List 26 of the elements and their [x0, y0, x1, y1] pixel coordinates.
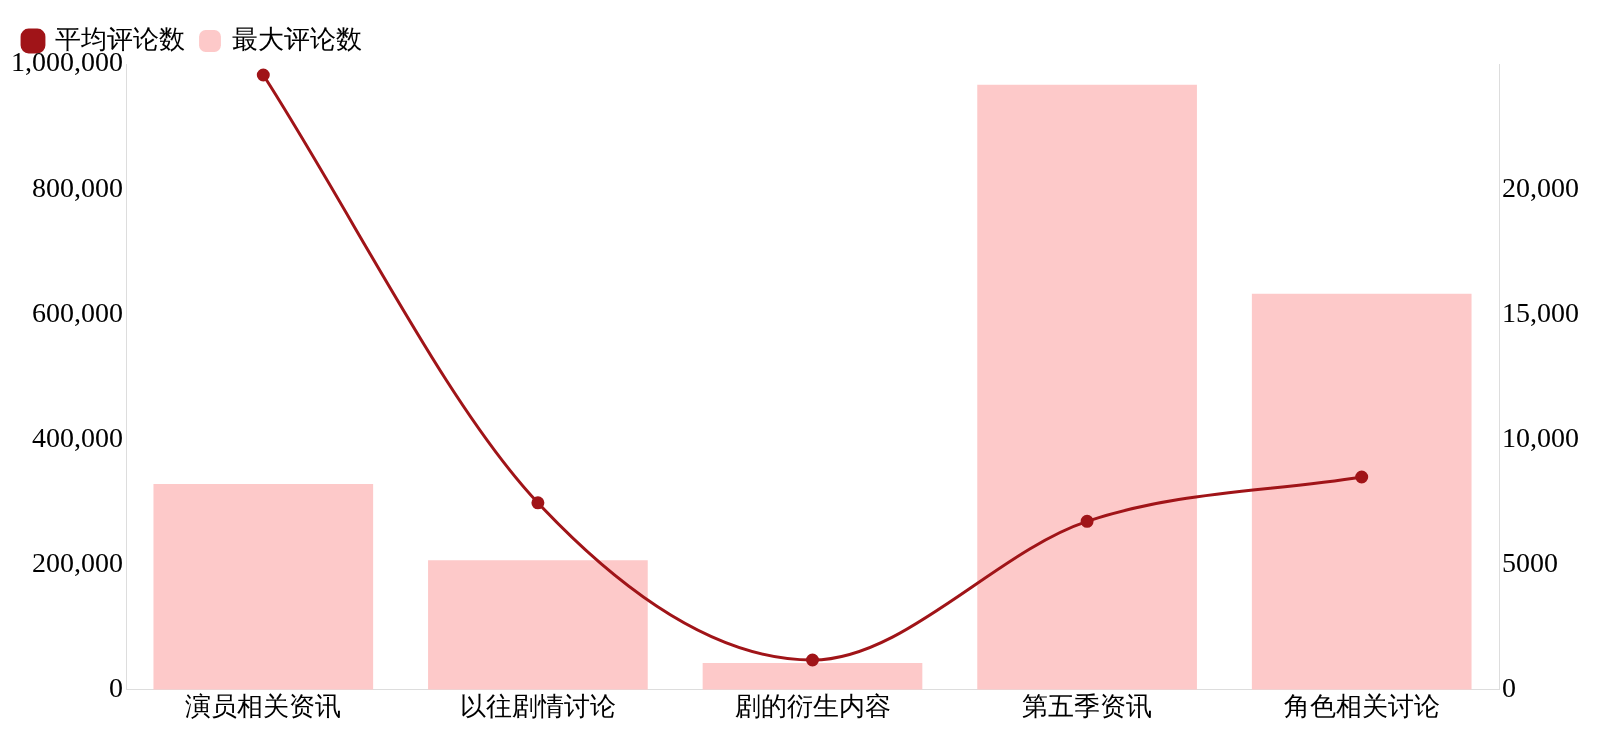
bar — [1251, 293, 1472, 690]
x-tick-label: 剧的衍生内容 — [734, 691, 891, 722]
bar — [153, 483, 374, 690]
y2-tick-label: 10,000 — [1502, 421, 1579, 453]
y-tick-label: 0 — [109, 672, 123, 704]
y-tick-label: 800,000 — [32, 171, 123, 203]
point — [1080, 514, 1094, 528]
point — [806, 653, 819, 667]
y-tick-label: 400,000 — [32, 421, 123, 453]
x-tick-label: 演员相关资讯 — [185, 691, 342, 722]
bar — [428, 560, 648, 690]
x-tick-label: 角色相关讨论 — [1283, 691, 1440, 722]
x-tick-label: 第五季资讯 — [1022, 691, 1153, 722]
bar — [702, 662, 923, 690]
point — [531, 496, 545, 510]
x-tick-label: 以往剧情讨论 — [459, 691, 616, 722]
point — [1355, 470, 1369, 484]
y-tick-label: 200,000 — [32, 547, 123, 578]
legend-label: 最大评论数 — [232, 23, 362, 54]
y2-tick-label: 15,000 — [1502, 296, 1579, 328]
y-tick-label: 600,000 — [32, 296, 123, 328]
point — [256, 68, 270, 82]
y2-tick-label: 0 — [1502, 672, 1516, 704]
bar — [977, 84, 1197, 690]
y2-tick-label: 5000 — [1502, 547, 1558, 578]
y2-tick-label: 20,000 — [1502, 171, 1579, 203]
